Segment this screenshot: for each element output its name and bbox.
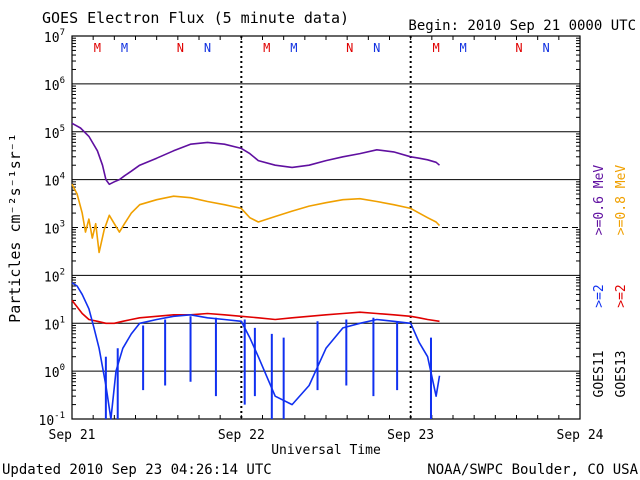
credit-text: NOAA/SWPC Boulder, CO USA (427, 462, 638, 478)
y-tick-label: 103 (44, 220, 65, 238)
chart-title: GOES Electron Flux (5 minute data) (42, 9, 349, 27)
mn-marker: M (290, 41, 297, 55)
y-tick-base: 10 (44, 31, 60, 46)
series-line-0-6-mev (71, 122, 441, 186)
y-axis-label: Particles cm⁻²s⁻¹sr⁻¹ (6, 133, 24, 323)
mn-marker: N (373, 41, 380, 55)
y-tick-exponent: 1 (60, 315, 65, 325)
mn-marker: N (177, 41, 184, 55)
series-line-0-8-mev (71, 183, 441, 254)
legend-goes11-satellite: GOES11 (592, 351, 607, 398)
y-tick-exponent: 5 (60, 124, 65, 134)
legend-goes13-satellite: GOES13 (614, 351, 629, 398)
y-tick-exponent: 4 (60, 172, 65, 182)
mn-marker: N (204, 41, 211, 55)
y-tick-base: 10 (44, 223, 60, 238)
y-tick-label: 104 (44, 172, 65, 190)
legend-goes11-energy-low: >=2 (592, 284, 607, 307)
updated-timestamp: Updated 2010 Sep 23 04:26:14 UTC (2, 462, 272, 478)
y-tick-label: 107 (44, 28, 65, 46)
y-tick-label: 102 (44, 267, 65, 285)
y-tick-label: 100 (44, 363, 65, 381)
mn-marker: M (460, 41, 467, 55)
y-tick-exponent: 3 (60, 220, 65, 230)
horizontal-gridlines (72, 37, 580, 406)
y-tick-exponent: 0 (60, 363, 65, 373)
y-tick-base: 10 (44, 175, 60, 190)
mn-marker: M (121, 41, 128, 55)
y-tick-base: 10 (39, 414, 55, 429)
y-tick-base: 10 (44, 270, 60, 285)
series-line-2-mev-goes11 (71, 282, 441, 420)
mn-marker: N (346, 41, 353, 55)
y-tick-label: 105 (44, 124, 65, 142)
y-tick-exponent: -1 (54, 411, 65, 421)
x-tick-label: Sep 21 (49, 428, 96, 443)
mn-marker: M (263, 41, 270, 55)
right-legend: >=0.6 MeV >=0.8 MeV >=2 >=2 GOES11 GOES1… (592, 165, 629, 398)
day-boundary-dotted-lines (92, 36, 560, 419)
y-tick-label: 10-1 (39, 411, 66, 429)
y-tick-exponent: 6 (60, 76, 65, 86)
y-tick-base: 10 (44, 366, 60, 381)
x-axis-label: Universal Time (271, 443, 381, 458)
begin-time: Begin: 2010 Sep 21 0000 UTC (408, 18, 636, 34)
x-tick-label: Sep 23 (387, 428, 434, 443)
series-line-2-mev-goes13 (71, 299, 440, 325)
y-tick-base: 10 (44, 127, 60, 142)
y-tick-label: 101 (44, 315, 65, 333)
data-series (71, 122, 441, 420)
y-tick-exponent: 7 (60, 28, 65, 38)
y-tick-base: 10 (44, 318, 60, 333)
mn-marker: M (94, 41, 101, 55)
mn-marker: M (432, 41, 439, 55)
x-tick-labels: Sep 21 Sep 22 Sep 23 Sep 24 (49, 428, 604, 443)
mn-marker: N (515, 41, 522, 55)
x-tick-label: Sep 24 (557, 428, 604, 443)
mn-marker: N (543, 41, 550, 55)
y-tick-exponent: 2 (60, 267, 65, 277)
legend-goes11-energy-high: >=0.6 MeV (592, 165, 607, 236)
legend-goes13-energy-low: >=2 (614, 284, 629, 307)
x-tick-label: Sep 22 (218, 428, 265, 443)
y-tick-base: 10 (44, 79, 60, 94)
legend-goes13-energy-high: >=0.8 MeV (614, 165, 629, 236)
y-tick-label: 106 (44, 76, 65, 94)
